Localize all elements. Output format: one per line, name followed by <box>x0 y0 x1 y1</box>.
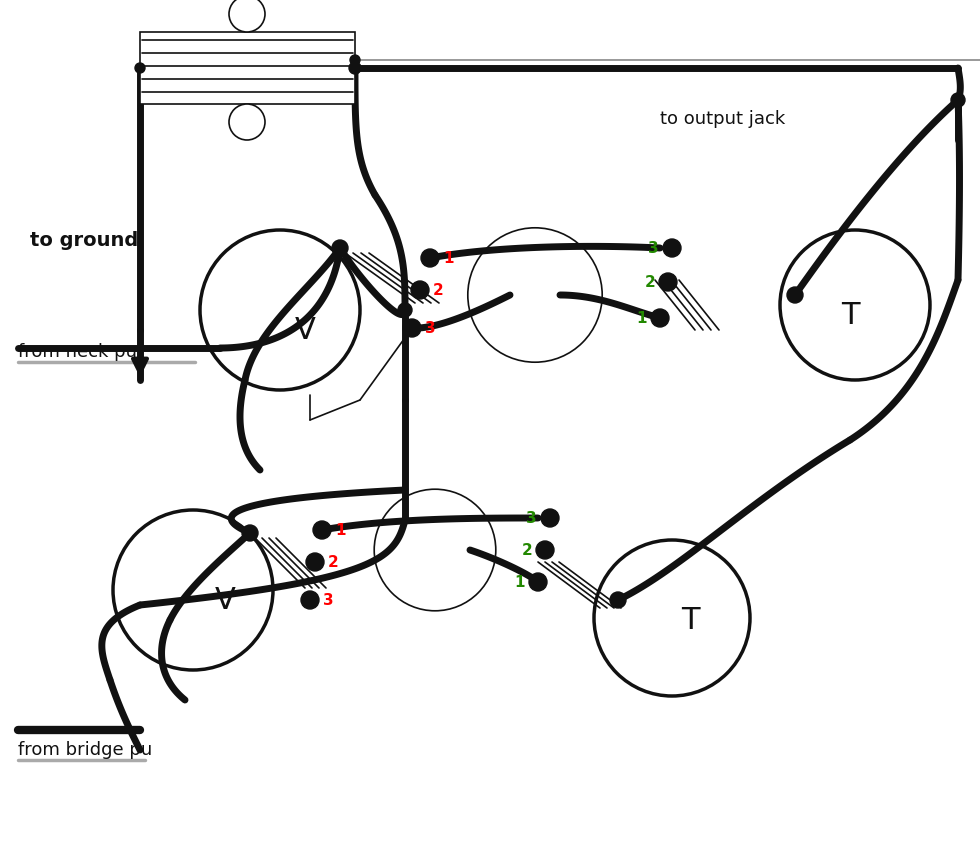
Text: from neck pu: from neck pu <box>18 343 137 361</box>
Circle shape <box>529 573 547 591</box>
Text: 3: 3 <box>425 320 436 336</box>
Circle shape <box>350 55 360 65</box>
Text: 1: 1 <box>335 522 346 538</box>
Circle shape <box>403 319 421 337</box>
Text: 3: 3 <box>649 241 659 255</box>
Circle shape <box>421 249 439 267</box>
Circle shape <box>229 0 265 32</box>
Circle shape <box>541 509 559 527</box>
Circle shape <box>301 591 319 609</box>
Text: 3: 3 <box>526 511 537 526</box>
Text: 1: 1 <box>443 250 454 266</box>
Circle shape <box>467 228 602 362</box>
Text: 2: 2 <box>328 555 339 570</box>
Text: to output jack: to output jack <box>660 110 785 128</box>
Circle shape <box>313 521 331 539</box>
Text: 1: 1 <box>636 311 647 325</box>
Text: 2: 2 <box>521 543 532 557</box>
Circle shape <box>610 592 626 608</box>
Circle shape <box>113 510 273 670</box>
Circle shape <box>536 541 554 559</box>
Circle shape <box>663 239 681 257</box>
Bar <box>140 32 355 104</box>
Circle shape <box>200 230 360 390</box>
Circle shape <box>594 540 750 696</box>
Circle shape <box>349 62 361 74</box>
Circle shape <box>374 489 496 611</box>
Text: 3: 3 <box>323 593 333 608</box>
Circle shape <box>229 104 265 140</box>
Circle shape <box>242 525 258 541</box>
Text: to ground: to ground <box>30 230 138 249</box>
Circle shape <box>411 281 429 299</box>
Circle shape <box>780 230 930 380</box>
Circle shape <box>659 273 677 291</box>
Text: T: T <box>841 300 859 330</box>
Circle shape <box>398 303 412 317</box>
Circle shape <box>787 287 803 303</box>
Circle shape <box>493 253 577 337</box>
Circle shape <box>651 309 669 327</box>
Circle shape <box>397 512 473 588</box>
Text: from bridge pu: from bridge pu <box>18 741 152 759</box>
Text: 1: 1 <box>514 575 525 589</box>
Circle shape <box>135 63 145 73</box>
Text: V: V <box>295 316 316 344</box>
Circle shape <box>951 93 965 107</box>
Circle shape <box>332 240 348 256</box>
Circle shape <box>306 553 324 571</box>
Text: T: T <box>681 606 700 634</box>
Text: 2: 2 <box>644 274 655 289</box>
Circle shape <box>350 63 360 73</box>
Text: 2: 2 <box>433 282 444 298</box>
Text: V: V <box>215 585 235 614</box>
